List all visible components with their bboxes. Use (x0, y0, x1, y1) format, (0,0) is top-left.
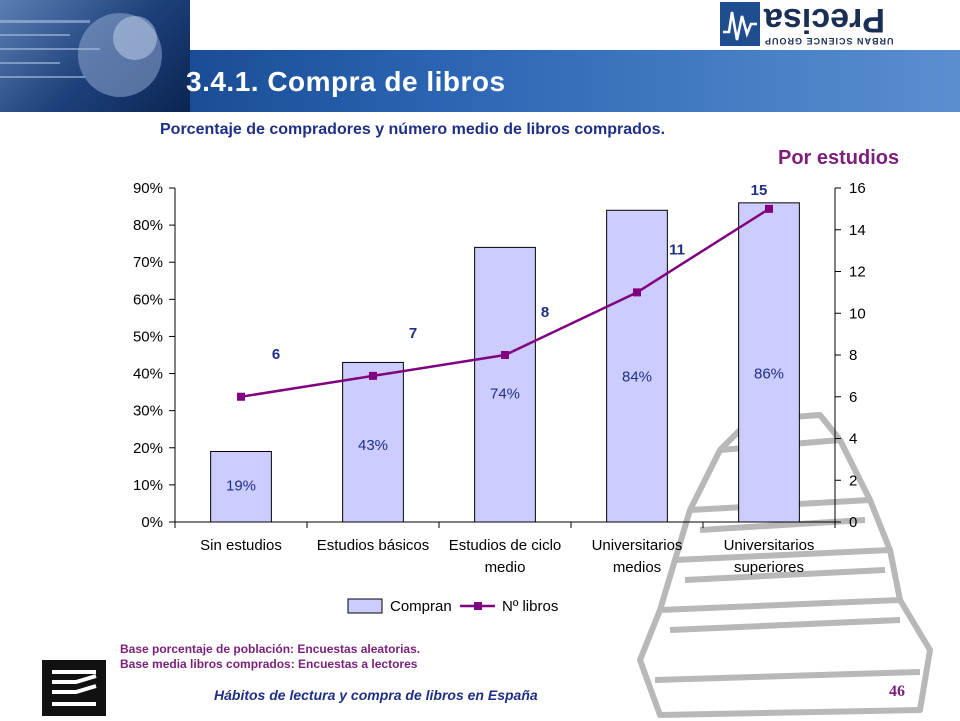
line-point (237, 392, 245, 401)
right-axis-tick-label: 16 (849, 180, 866, 197)
category-label: Universitarios (724, 537, 815, 554)
legend-bar-swatch (347, 598, 383, 614)
bar (342, 361, 404, 523)
note-line-2: Base media libros comprados: Encuestas a… (120, 657, 418, 671)
legend-line-marker (474, 602, 482, 610)
line-point (633, 288, 641, 297)
category-label: medio (485, 559, 526, 576)
bar-value-label: 74% (490, 385, 520, 402)
legend-label: Nº libros (502, 598, 558, 615)
line-point (501, 351, 509, 359)
line-value-label: 11 (669, 241, 685, 258)
line-value-label: 15 (751, 182, 768, 199)
left-axis-tick-label: 10% (133, 477, 163, 494)
line-point (765, 204, 773, 213)
data-labels: 19% 43% 74% 84% 86% 6 7 8 11 15 (226, 182, 784, 494)
bar-value-label: 84% (622, 369, 652, 386)
right-axis-tick-label: 10 (849, 305, 866, 322)
left-axis: 0% 10% 20% 30% 40% 50% 60% 70% 80% 90% (133, 180, 836, 531)
bar (210, 450, 272, 523)
left-axis-tick-label: 70% (133, 254, 163, 271)
notes: Base porcentaje de población: Encuestas … (120, 642, 420, 672)
left-axis-tick-label: 60% (133, 291, 163, 308)
chart-subtitle: Porcentaje de compradores y número medio… (160, 121, 666, 138)
left-axis-tick-label: 30% (133, 403, 163, 420)
right-axis-tick-label: 4 (849, 431, 857, 448)
line-value-label: 8 (541, 304, 549, 321)
banner-photo (0, 0, 190, 112)
slide-title: 3.4.1. Compra de libros (186, 66, 506, 97)
category-label: Sin estudios (200, 537, 282, 554)
filter-label: Por estudios (778, 147, 900, 169)
bar-value-label: 43% (358, 437, 388, 454)
bar (606, 209, 668, 523)
right-axis-tick-label: 14 (849, 222, 866, 239)
footer-text: Hábitos de lectura y compra de libros en… (214, 687, 538, 703)
note-line-1: Base porcentaje de población: Encuestas … (120, 642, 421, 656)
banner-photo-graphic (0, 13, 162, 97)
bar (738, 202, 800, 523)
page-number: 46 (889, 683, 905, 700)
category-label: medios (613, 559, 661, 576)
line-value-label: 6 (272, 346, 280, 363)
bar-value-label: 86% (754, 365, 784, 382)
right-axis: 0 2 4 6 8 10 12 14 16 (834, 180, 866, 531)
category-label: Universitarios (592, 537, 683, 554)
bars (210, 202, 800, 523)
right-axis-tick-label: 8 (849, 347, 857, 364)
legend: Compran Nº libros (347, 598, 558, 615)
line-point (369, 371, 377, 380)
category-label: Estudios de ciclo (449, 537, 562, 554)
line-value-label: 7 (409, 325, 417, 342)
bar (474, 246, 536, 523)
left-axis-tick-label: 80% (133, 217, 163, 234)
right-axis-tick-label: 6 (849, 389, 857, 406)
line-series (237, 204, 773, 401)
left-axis-tick-label: 50% (133, 328, 163, 345)
logo-icon (720, 2, 760, 46)
left-axis-tick-label: 90% (133, 180, 163, 197)
left-axis-tick-label: 0% (141, 514, 163, 531)
left-axis-tick-label: 40% (133, 366, 163, 383)
category-labels: Sin estudios Estudios básicos Estudios de … (200, 537, 814, 576)
legend-label: Compran (390, 598, 452, 615)
right-axis-tick-label: 0 (849, 514, 857, 531)
bar-value-label: 19% (226, 477, 256, 494)
header: 3.4.1. Compra de libros Precisa URBAN SC… (0, 0, 960, 112)
category-label: Estudios básicos (317, 537, 430, 554)
right-axis-tick-label: 12 (849, 264, 866, 281)
left-axis-tick-label: 20% (133, 440, 163, 457)
footer-logo-icon (42, 660, 106, 716)
category-label: superiores (734, 559, 804, 576)
right-axis-tick-label: 2 (849, 472, 857, 489)
